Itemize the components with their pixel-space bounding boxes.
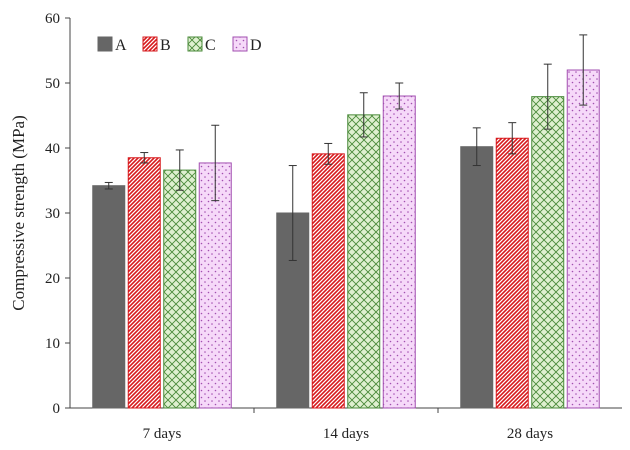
legend-swatch-B xyxy=(142,36,158,52)
bar-A-28-days xyxy=(460,146,494,409)
y-tick-label: 50 xyxy=(45,76,60,92)
bar-D-7-days xyxy=(198,162,232,409)
legend-label-D: D xyxy=(250,37,262,54)
y-tick-label: 40 xyxy=(45,141,60,157)
legend-swatch-D xyxy=(232,36,248,52)
legend-swatch-A xyxy=(97,36,113,52)
y-tick-label: 10 xyxy=(45,336,60,352)
y-axis-title: Compressive strength (MPa) xyxy=(9,115,28,310)
bar-B-7-days xyxy=(127,157,161,409)
legend-label-B: B xyxy=(160,37,171,54)
bar-A-7-days xyxy=(92,185,126,409)
bar-B-28-days xyxy=(495,137,529,409)
x-tick-label: 7 days xyxy=(143,426,182,442)
x-tick-label: 28 days xyxy=(507,426,553,442)
x-tick-label: 14 days xyxy=(323,426,369,442)
bar-C-28-days xyxy=(531,96,565,409)
bar-C-7-days xyxy=(163,169,197,409)
y-tick-label: 0 xyxy=(53,401,61,417)
bar-C-14-days xyxy=(347,114,381,409)
legend-label-C: C xyxy=(205,37,216,54)
y-tick-label: 30 xyxy=(45,206,60,222)
bar-D-14-days xyxy=(382,95,416,409)
bar-B-14-days xyxy=(311,153,345,409)
legend-label-A: A xyxy=(115,37,127,54)
bar-D-28-days xyxy=(566,69,600,409)
y-tick-label: 60 xyxy=(45,11,60,27)
y-tick-label: 20 xyxy=(45,271,60,287)
legend-swatch-C xyxy=(187,36,203,52)
